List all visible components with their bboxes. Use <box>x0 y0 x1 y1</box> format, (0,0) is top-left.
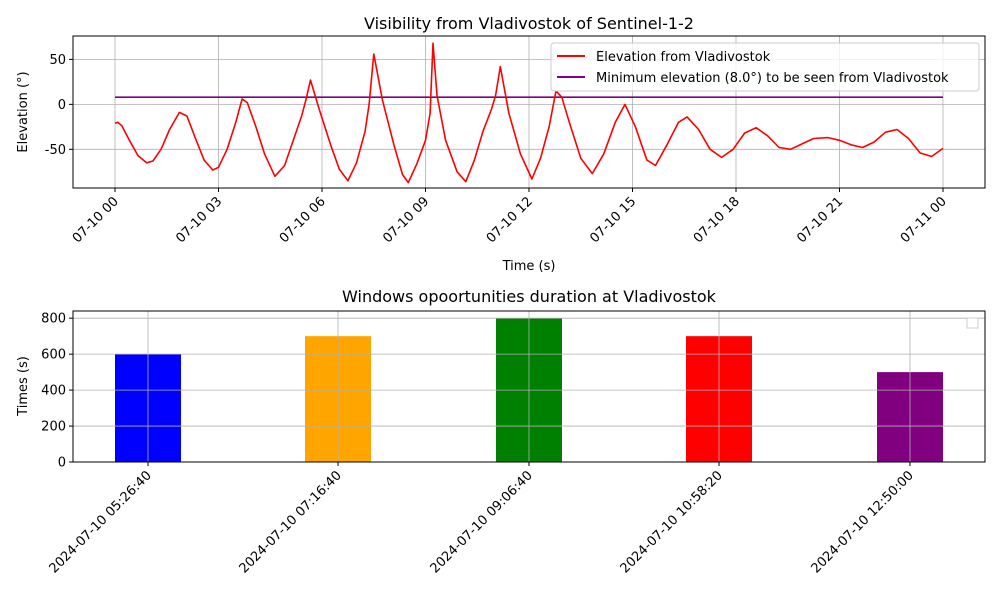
duration-y-tick-label: 400 <box>41 384 66 399</box>
elevation-y-tick-label: -50 <box>45 143 66 158</box>
elevation-x-axis-label: Time (s) <box>502 259 556 274</box>
duration-y-ticks: 0 200 400 600 800 <box>41 312 73 471</box>
duration-legend-box <box>966 317 979 329</box>
elevation-chart-title: Visibility from Vladivostok of Sentinel-… <box>364 14 694 33</box>
duration-chart-title: Windows opoortunities duration at Vladiv… <box>342 287 717 306</box>
elevation-series <box>114 42 944 184</box>
elevation-legend: Elevation from Vladivostok Minimum eleva… <box>550 42 980 92</box>
elevation-y-ticks: 50 0 -50 <box>45 53 73 158</box>
elevation-y-tick-label: 0 <box>58 98 66 113</box>
elevation-legend-box <box>550 42 980 92</box>
duration-y-tick-label: 200 <box>41 420 66 435</box>
elevation-y-tick-label: 50 <box>49 53 66 68</box>
duration-y-axis-label: Times (s) <box>16 356 31 417</box>
elevation-y-axis-label: Elevation (°) <box>16 71 31 152</box>
legend-label-minimum-elevation: Minimum elevation (8.0°) to be seen from… <box>596 71 949 86</box>
duration-y-tick-label: 600 <box>41 348 66 363</box>
duration-y-tick-label: 0 <box>58 456 66 471</box>
duration-y-tick-label: 800 <box>41 312 66 327</box>
legend-label-elevation: Elevation from Vladivostok <box>596 50 771 65</box>
elevation-line <box>114 42 944 184</box>
